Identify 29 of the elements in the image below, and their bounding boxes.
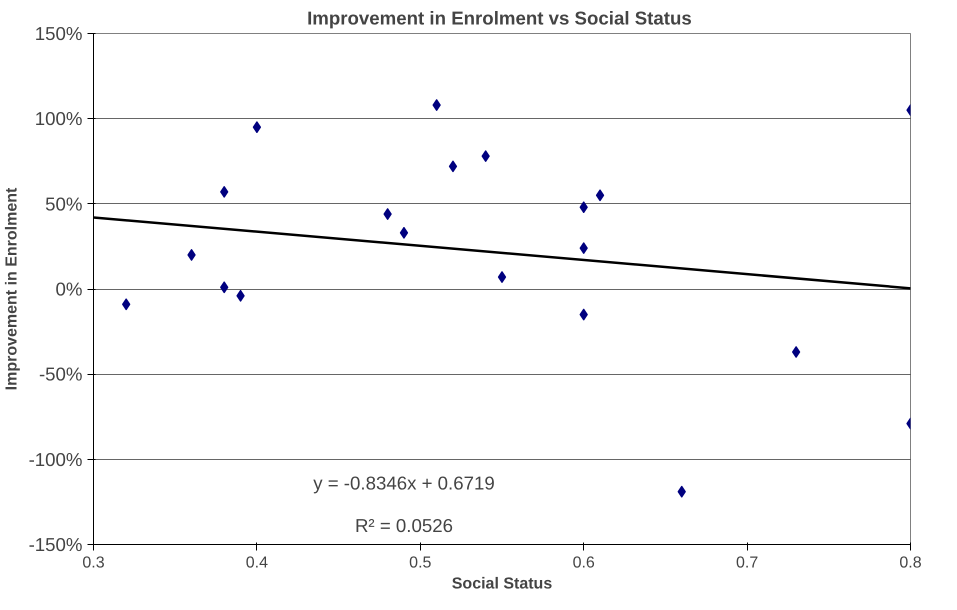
y-tick-label: -50% xyxy=(38,364,83,385)
y-tick-label: 100% xyxy=(34,108,83,130)
point xyxy=(187,248,196,261)
point xyxy=(596,189,604,202)
point xyxy=(252,121,262,134)
x-tick-label: 0.8 xyxy=(899,554,922,572)
x-tick-label: 0.3 xyxy=(82,554,105,572)
point xyxy=(792,346,800,358)
x-tick-label: 0.5 xyxy=(409,554,432,572)
x-tick-label: 0.4 xyxy=(246,554,268,572)
annotation: y = -0.8346x + 0.6719 xyxy=(313,472,495,494)
y-tick-label: -150% xyxy=(28,534,83,555)
point xyxy=(400,226,408,239)
point xyxy=(448,160,458,172)
point xyxy=(481,150,490,162)
y-tick-label: 150% xyxy=(34,23,83,44)
point xyxy=(498,271,506,284)
x-axis-title: Social Status xyxy=(452,576,552,592)
y-tick-label: 0% xyxy=(56,278,83,300)
x-tick-label: 0.6 xyxy=(572,554,595,572)
y-tick-label: -100% xyxy=(28,448,83,470)
y-axis-title: Improvement in Enrolment xyxy=(4,186,21,390)
point xyxy=(383,208,392,220)
x-tick-label: 0.7 xyxy=(736,554,758,572)
chart-title: Improvement in Enrolment vs Social Status xyxy=(307,8,692,28)
point xyxy=(236,290,245,302)
annotation: R² = 0.0526 xyxy=(354,514,453,536)
y-tick-label: 50% xyxy=(45,193,83,214)
point xyxy=(432,99,441,112)
